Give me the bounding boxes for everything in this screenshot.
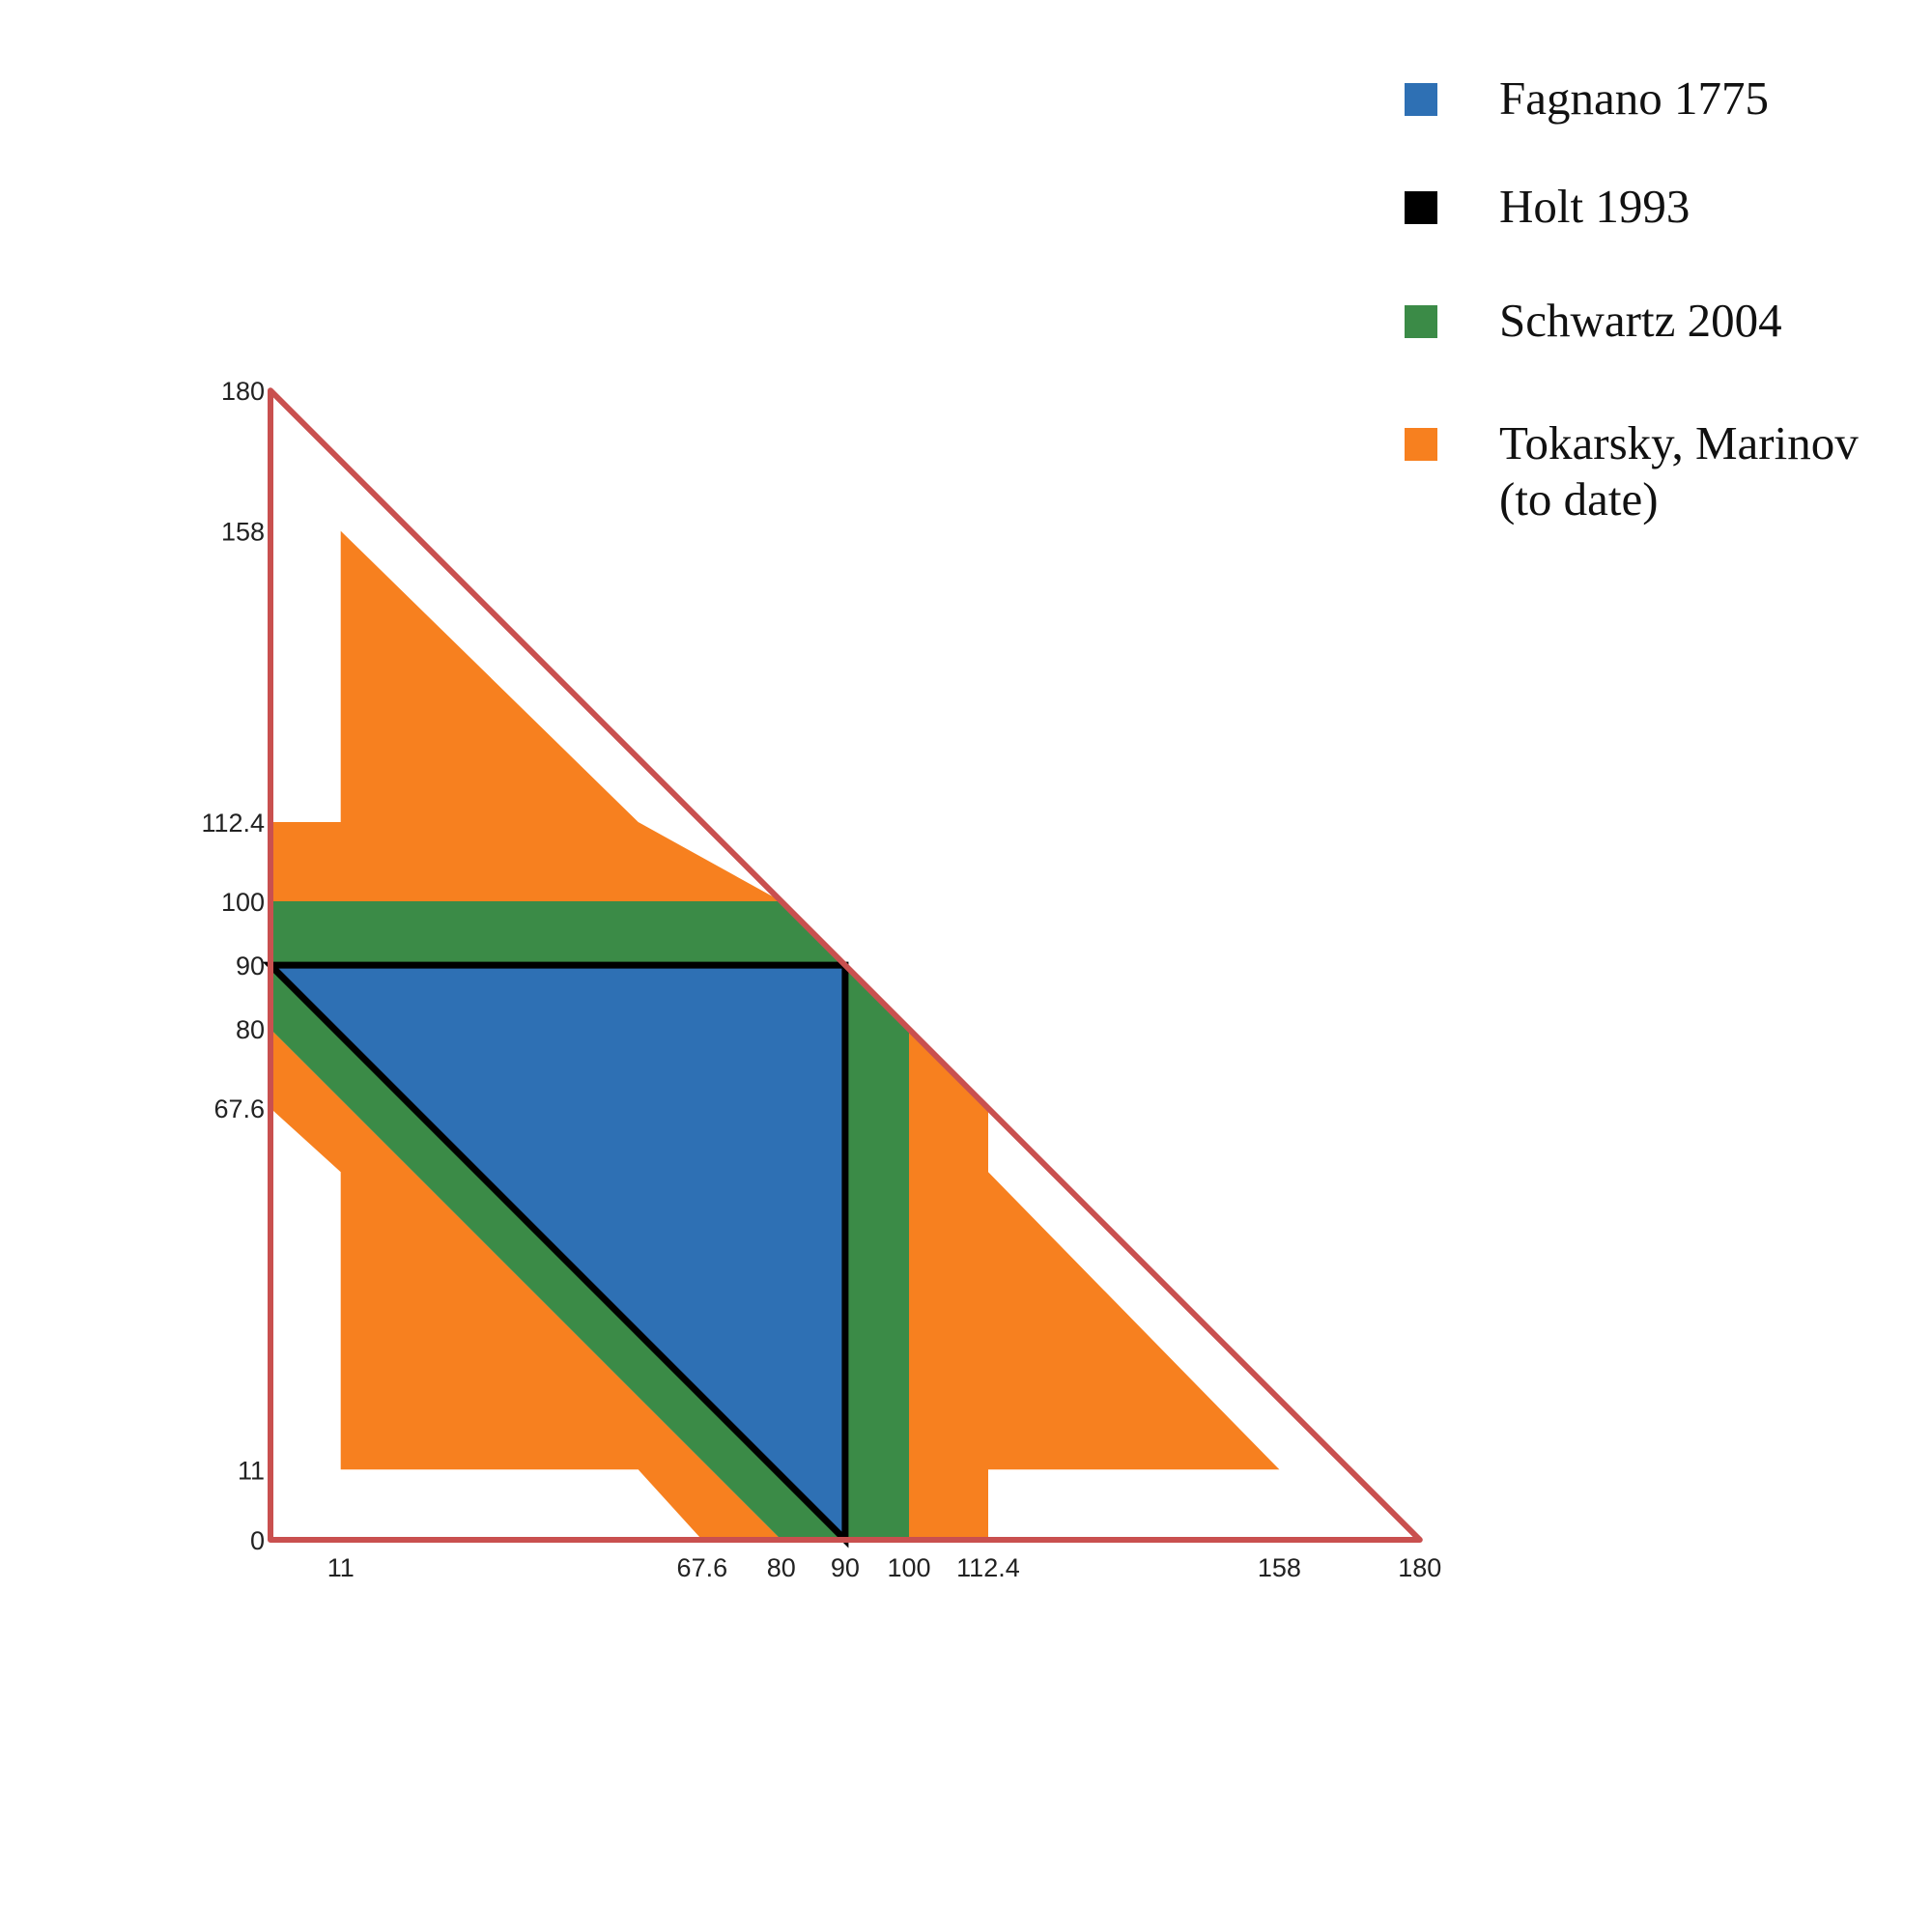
x-tick-label: 80 xyxy=(767,1553,796,1582)
x-tick-label: 112.4 xyxy=(956,1553,1020,1582)
x-tick-label: 90 xyxy=(831,1553,860,1582)
legend-label-schwartz-2004: Schwartz 2004 xyxy=(1499,294,1782,347)
y-tick-label: 0 xyxy=(250,1526,265,1555)
boundary-triangle xyxy=(268,387,1423,1543)
x-tick-label: 100 xyxy=(887,1553,930,1582)
legend-label-line: (to date) xyxy=(1499,472,1659,526)
y-tick-label: 100 xyxy=(221,888,265,917)
region-tokarsky-marinov-to-date-1 xyxy=(270,1029,781,1540)
x-tick-label: 67.6 xyxy=(677,1553,728,1582)
region-tokarsky-marinov-to-date-3 xyxy=(909,1029,1280,1540)
legend-label-line: Holt 1993 xyxy=(1499,180,1690,233)
x-tick-label: 180 xyxy=(1398,1553,1441,1582)
chart-regions xyxy=(270,530,1280,1540)
region-schwartz-2004-1 xyxy=(270,901,845,966)
outline-holt-1993 xyxy=(262,961,849,1548)
legend-swatch-tokarsky-marinov-to-date xyxy=(1405,428,1437,461)
x-tick-label: 158 xyxy=(1258,1553,1301,1582)
y-tick-label: 11 xyxy=(238,1456,265,1485)
legend-swatch-holt-1993 xyxy=(1405,191,1437,224)
region-schwartz-2004-2 xyxy=(844,965,909,1540)
x-tick-label: 11 xyxy=(327,1553,355,1582)
legend: Fagnano 1775 Holt 1993 Schwartz 2004 Tokars… xyxy=(1405,71,1859,526)
legend-label-line: Fagnano 1775 xyxy=(1499,71,1769,125)
chart-outlines xyxy=(262,387,1423,1548)
legend-label-holt-1993: Holt 1993 xyxy=(1499,180,1690,233)
y-tick-label: 180 xyxy=(221,377,265,406)
y-tick-label: 158 xyxy=(221,518,265,547)
axis-ticks: 0 11 67.6 80 90 100 112.4 158 180 11 67.6 80 90 100 11… xyxy=(201,377,1441,1582)
legend-label-line: Schwartz 2004 xyxy=(1499,294,1782,347)
legend-swatch-fagnano-1775 xyxy=(1405,83,1437,116)
y-tick-label: 67.6 xyxy=(213,1094,265,1123)
y-tick-label: 90 xyxy=(236,952,265,980)
legend-label-fagnano-1775: Fagnano 1775 xyxy=(1499,71,1769,125)
y-tick-label: 80 xyxy=(236,1015,265,1044)
legend-swatch-schwartz-2004 xyxy=(1405,305,1437,338)
legend-label-tokarsky-marinov-to-date: Tokarsky, Marinov (to date) xyxy=(1499,416,1859,526)
region-tokarsky-marinov-to-date-2 xyxy=(270,530,781,901)
y-tick-label: 112.4 xyxy=(201,809,265,838)
legend-label-line: Tokarsky, Marinov xyxy=(1499,416,1859,469)
